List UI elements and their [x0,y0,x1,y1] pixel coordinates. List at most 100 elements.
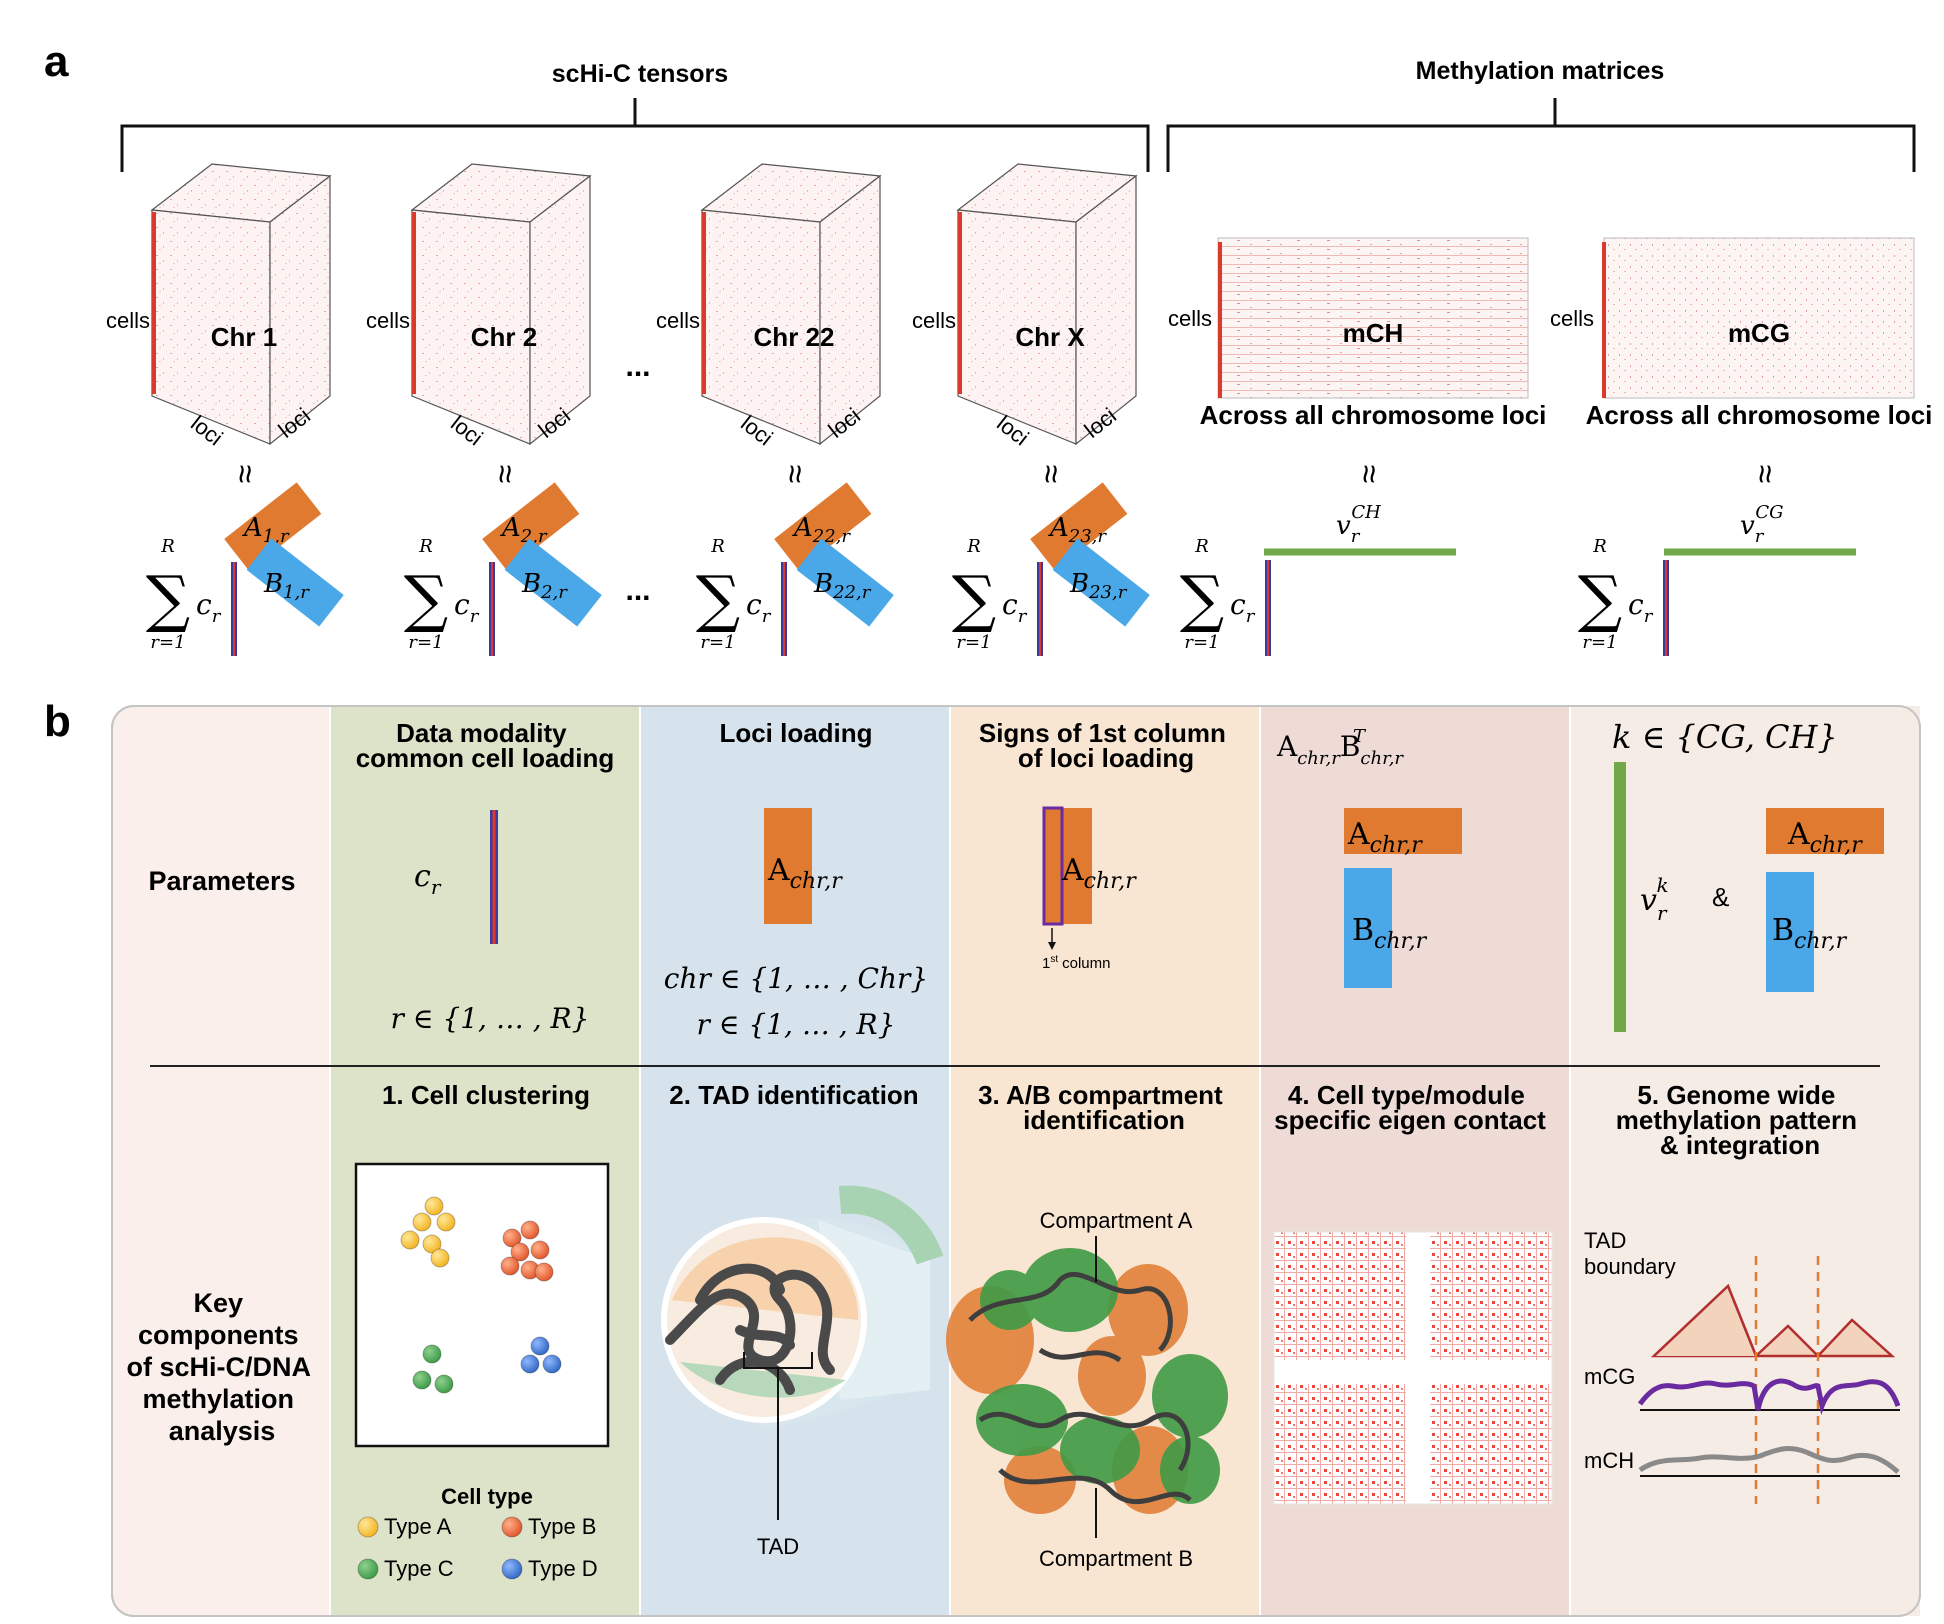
col3-a-block [1044,808,1092,924]
methylation-title: Methylation matrices [1416,57,1665,85]
cell-point [530,1240,550,1260]
col2-a-block [764,808,812,924]
tad-bracket [743,1352,813,1520]
approx-symbol: ≈ [486,465,524,484]
cell-point [434,1374,454,1394]
col4-a-block [1344,808,1462,854]
svg-text:R: R [710,536,725,557]
svg-text:R: R [160,536,175,557]
col4-b-block [1344,868,1392,988]
col3-first-column-highlight [1042,806,1064,926]
cube-name: Chr 2 [471,322,537,352]
mch-decomposition: vr CH [1264,502,1456,656]
sum-expression-5: R ∑r=1 cr [1180,536,1256,653]
mch-track-label: mCH [1584,1448,1634,1473]
mcg-cells-label: cells [1550,306,1594,331]
col3-header: Signs of 1st column of loci loading [979,718,1233,773]
cube-name: Chr X [1015,322,1085,352]
component-5-title: 5. Genome wide methylation pattern & int… [1616,1080,1864,1160]
mch-caption: Across all chromosome loci [1200,400,1547,430]
svg-text:R: R [1592,536,1607,557]
col2-a-label: Achr,r [767,853,843,894]
col4-b-label: Bchr,r [1352,913,1428,954]
svg-text:cr: cr [1002,588,1028,627]
sum-ellipsis: ... [625,574,650,607]
col2-r-set: r ∈ {1, … , R} [697,1008,896,1041]
cell-point [534,1262,554,1282]
component-2-title: 2. TAD identification [669,1080,918,1110]
svg-text:B23,r: B23,r [1069,569,1128,603]
col3-first-column-label: 1st column [1042,954,1110,972]
svg-text:Type C: Type C [384,1556,454,1581]
cell-point [400,1230,420,1250]
mch-matrix [1217,237,1529,399]
col2-header: Loci loading [719,718,872,748]
svg-text:B22,r: B22,r [813,569,872,603]
approx-symbol: ≈ [1032,465,1070,484]
column-bg-5 [1570,706,1920,1616]
svg-text:R: R [966,536,981,557]
methylation-bracket [1166,98,1916,172]
mch-cells-label: cells [1168,306,1212,331]
col4-formula: Achr,rBchr,rT [1276,726,1404,769]
svg-text:r=1: r=1 [408,632,443,653]
cells-label: cells [106,308,150,333]
svg-text:r=1: r=1 [956,632,991,653]
mch-approx-symbol: ≈ [1350,465,1388,484]
component-4-title: 4. Cell type/module specific eigen conta… [1274,1080,1546,1135]
compartment-b-label: Compartment B [1039,1546,1193,1571]
approx-symbol: ≈ [776,465,814,484]
cells-label: cells [912,308,956,333]
cell-point [412,1212,432,1232]
legend-item-type-a: Type A [357,1514,452,1539]
svg-text:∑: ∑ [1578,562,1622,635]
tad-illustration [661,1185,944,1520]
cell-point [542,1354,562,1374]
svg-text:R: R [1194,536,1209,557]
mcg-track-label: mCG [1584,1364,1635,1389]
cube-name: Chr 1 [211,322,277,352]
mcg-v-sub: r [1755,526,1765,547]
cell-point [510,1242,530,1262]
svg-text:∑: ∑ [696,562,740,635]
col5-v-label: vrk [1640,873,1669,925]
cell-point [430,1248,450,1268]
cell-point [530,1336,550,1356]
panel-a-label: a [44,37,69,86]
svg-text:r=1: r=1 [1582,632,1617,653]
legend-item-type-b: Type B [501,1514,596,1539]
col5-b-block [1766,872,1814,992]
sum-expression-6: R ∑r=1 cr [1578,536,1654,653]
tad-boundary-label: TAD boundary [1584,1228,1676,1279]
svg-text:∑: ∑ [404,562,448,635]
col3-a-label: Achr,r [1061,853,1137,894]
mcg-v-symbol: v [1740,511,1755,541]
col4-a-label: Achr,r [1347,817,1423,858]
svg-text:Type D: Type D [528,1556,598,1581]
svg-text:R: R [418,536,433,557]
column-bg-1 [330,706,640,1616]
svg-text:∑: ∑ [146,562,190,635]
cell-point [520,1354,540,1374]
svg-text:B2,r: B2,r [521,569,568,603]
component-1-title: 1. Cell clustering [382,1080,590,1110]
schic-bracket [120,98,1150,172]
component-3-title: 3. A/B compartment identification [978,1080,1230,1135]
svg-text:r=1: r=1 [1184,632,1219,653]
svg-text:Type A: Type A [384,1514,452,1539]
row-label-key-components: Key components of scHi-C/DNA methylation… [126,1288,317,1446]
col5-k-set: k ∈ {CG, CH} [1612,718,1838,756]
tad-triangle-fill [1653,1283,1758,1357]
svg-text:B1,r: B1,r [263,569,310,603]
row-label-parameters: Parameters [148,866,295,896]
compartment-illustration [946,1248,1228,1514]
cube-ellipsis: ... [625,350,650,383]
legend-item-type-d: Type D [501,1556,598,1581]
svg-text:cr: cr [1230,588,1256,627]
col5-amp: & [1712,882,1729,912]
mcg-matrix [1602,237,1915,399]
